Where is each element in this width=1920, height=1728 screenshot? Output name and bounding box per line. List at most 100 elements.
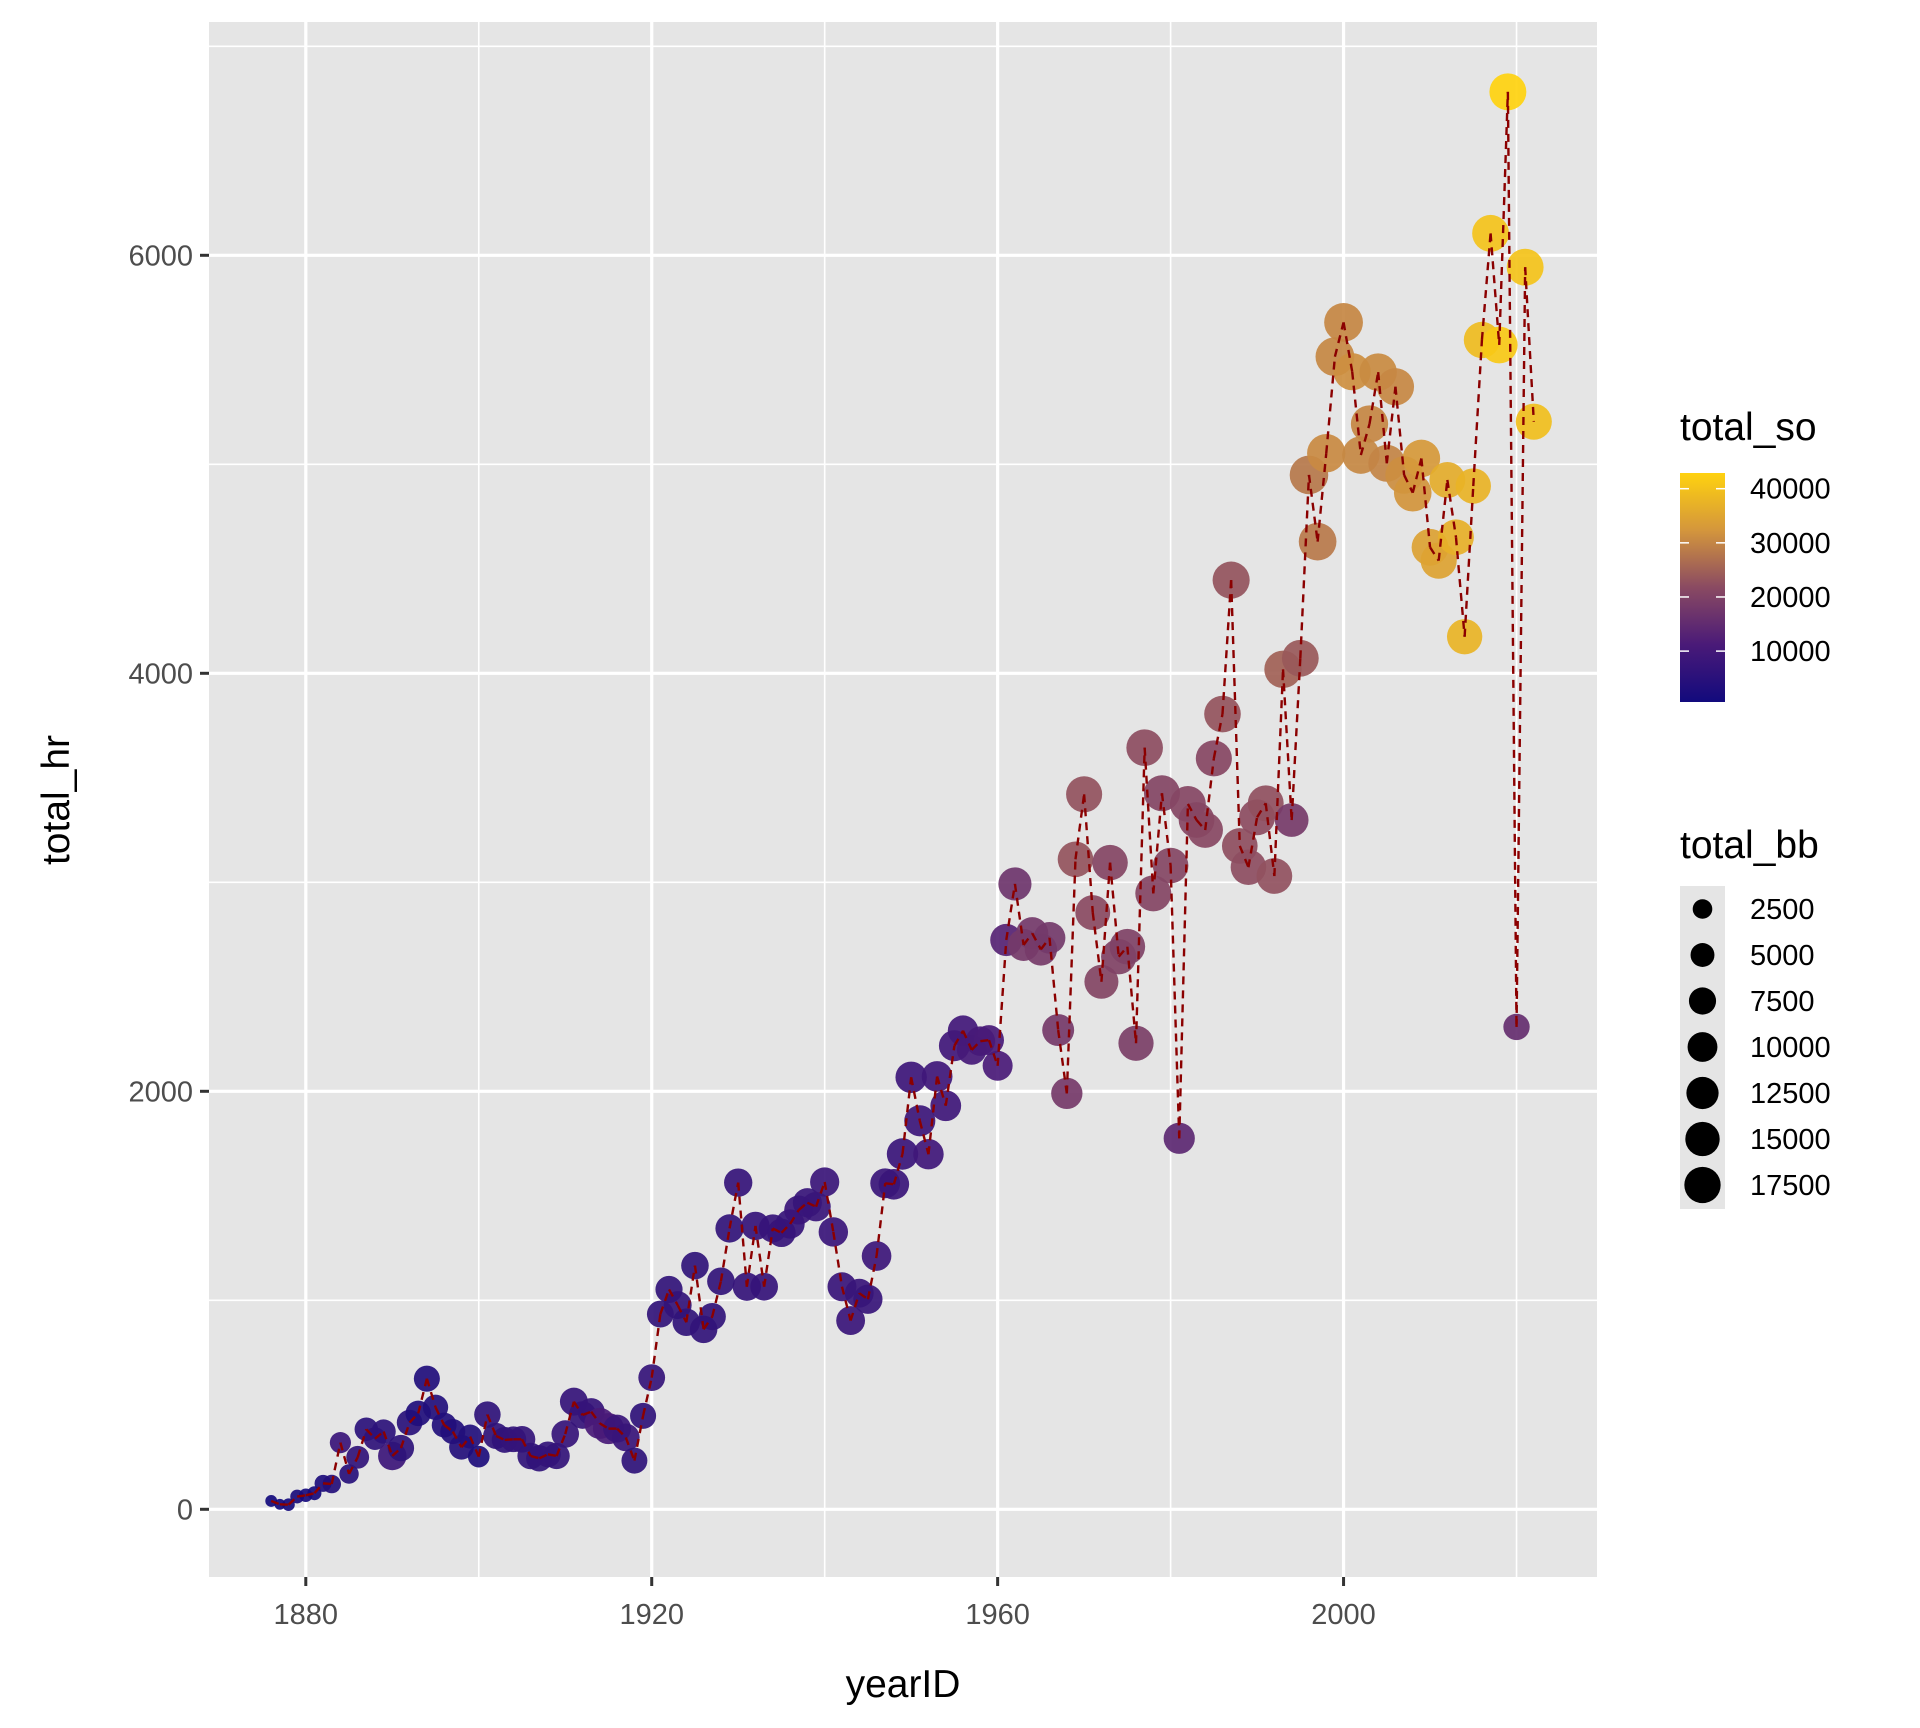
- connector-line-segment: [270, 1499, 281, 1506]
- connector-line-segment: [530, 1454, 540, 1460]
- connector-line-segment: [1498, 91, 1510, 346]
- connector-line-segment: [875, 1183, 887, 1257]
- connector-line-segment: [1420, 458, 1432, 548]
- connector-line-segment: [572, 1401, 584, 1416]
- connector-line-segment: [719, 1228, 731, 1282]
- x-axis-title: yearID: [846, 1663, 961, 1706]
- size-legend-label: 10000: [1750, 1032, 1831, 1064]
- connector-line-segment: [797, 1201, 809, 1211]
- size-legend-label: 7500: [1750, 986, 1815, 1018]
- connector-line-segment: [953, 1030, 965, 1047]
- size-legend-key: [1692, 899, 1713, 919]
- x-tick-label: 1960: [965, 1599, 1030, 1631]
- connector-line-segment: [858, 1292, 869, 1301]
- connector-line-segment: [616, 1427, 627, 1439]
- data-point: [1187, 812, 1223, 848]
- connector-line-segment: [417, 1378, 429, 1414]
- connector-line-segment: [1359, 423, 1371, 456]
- connector-line-segment: [1056, 1029, 1069, 1094]
- connector-line-segment: [1108, 862, 1120, 957]
- connector-line-segment: [1195, 819, 1207, 831]
- connector-line-segment: [477, 1414, 489, 1457]
- connector-line-segment: [944, 1045, 956, 1106]
- connector-line-segment: [547, 1453, 557, 1458]
- connector-line-segment: [832, 1231, 844, 1287]
- connector-line-segment: [1039, 937, 1051, 951]
- connector-line-segment: [935, 1076, 947, 1107]
- connector-line-segment: [1186, 803, 1198, 821]
- size-legend-key: [1684, 1166, 1721, 1204]
- connector-line-segment: [633, 1415, 645, 1461]
- connector-line-segment: [1307, 474, 1319, 542]
- connector-line-segment: [1212, 713, 1224, 759]
- color-legend-label: 30000: [1750, 528, 1831, 560]
- color-legend: total_so 40000 30000 20000 10000: [1680, 406, 1831, 702]
- color-legend-label: 20000: [1750, 582, 1831, 614]
- connector-line-segment: [1403, 474, 1414, 494]
- connector-line-segment: [885, 1182, 895, 1186]
- connector-line-segment: [1031, 932, 1042, 950]
- connector-line-segment: [1126, 946, 1138, 1044]
- y-tick-label: 6000: [128, 240, 193, 272]
- connector-line-segment: [1480, 233, 1492, 341]
- connector-line-segment: [374, 1430, 385, 1440]
- connector-line-segment: [504, 1438, 514, 1442]
- connector-line-segment: [391, 1447, 402, 1457]
- connector-line-segment: [1463, 485, 1475, 637]
- connector-line-segment: [1316, 453, 1328, 542]
- connector-line-segment: [460, 1435, 472, 1448]
- connector-line-segment: [806, 1201, 817, 1208]
- connector-line-segment: [520, 1438, 532, 1457]
- size-legend-key: [1690, 943, 1715, 967]
- connector-line-segment: [495, 1434, 506, 1442]
- connector-line-segment: [1152, 793, 1164, 894]
- connector-line-segment: [650, 1313, 662, 1378]
- connector-line-segment: [434, 1406, 446, 1426]
- connector-line-segment: [693, 1265, 705, 1330]
- data-point: [458, 1424, 483, 1449]
- connector-line-segment: [849, 1292, 861, 1321]
- connector-line-segment: [356, 1428, 368, 1458]
- connector-line-segment: [347, 1456, 359, 1475]
- connector-line-segment: [564, 1401, 576, 1435]
- connector-line-segment: [823, 1181, 835, 1233]
- connector-line-segment: [814, 1181, 826, 1208]
- connector-line-segment: [970, 1040, 982, 1051]
- y-tick-label: 2000: [128, 1076, 193, 1108]
- x-tick-label: 1880: [274, 1599, 339, 1631]
- connector-line-segment: [582, 1410, 592, 1417]
- connector-line-segment: [1204, 758, 1216, 831]
- data-point: [274, 1498, 286, 1510]
- color-legend-title: total_so: [1680, 406, 1817, 449]
- connector-line-segment: [1515, 267, 1527, 1027]
- size-legend: total_bb 2500 5000 7500 10000 12500 15000 1750…: [1680, 824, 1831, 1209]
- plot-panel: [209, 22, 1597, 1577]
- connector-line-segment: [772, 1227, 782, 1234]
- connector-line-segment: [1022, 932, 1034, 946]
- y-axis-title: total_hr: [35, 735, 78, 865]
- connector-line-segment: [1394, 386, 1406, 476]
- connector-line-segment: [1264, 803, 1276, 877]
- connector-line-segment: [961, 1030, 973, 1051]
- size-legend-label: 15000: [1750, 1124, 1831, 1156]
- connector-line-segment: [1299, 474, 1311, 659]
- connector-line-segment: [789, 1209, 800, 1225]
- connector-line-segment: [685, 1265, 697, 1323]
- connector-line-segment: [1429, 546, 1440, 562]
- connector-line-segment: [305, 1492, 315, 1497]
- size-legend-label: 5000: [1750, 940, 1815, 972]
- y-tick-label: 0: [177, 1494, 193, 1526]
- size-legend-label: 12500: [1750, 1078, 1831, 1110]
- x-tick-label: 2000: [1311, 1599, 1376, 1631]
- connector-line-segment: [287, 1495, 298, 1506]
- connector-line-segment: [425, 1378, 437, 1408]
- connector-line-segment: [538, 1453, 549, 1460]
- y-tick-label: 4000: [128, 658, 193, 690]
- data-point: [1274, 803, 1309, 837]
- connector-line-segment: [1523, 267, 1536, 422]
- connector-line-segment: [1091, 912, 1103, 982]
- connector-line-segment: [1368, 371, 1380, 425]
- connector-line-segment: [1238, 845, 1250, 868]
- connector-line-segment: [918, 1120, 930, 1155]
- connector-line-segment: [624, 1436, 636, 1462]
